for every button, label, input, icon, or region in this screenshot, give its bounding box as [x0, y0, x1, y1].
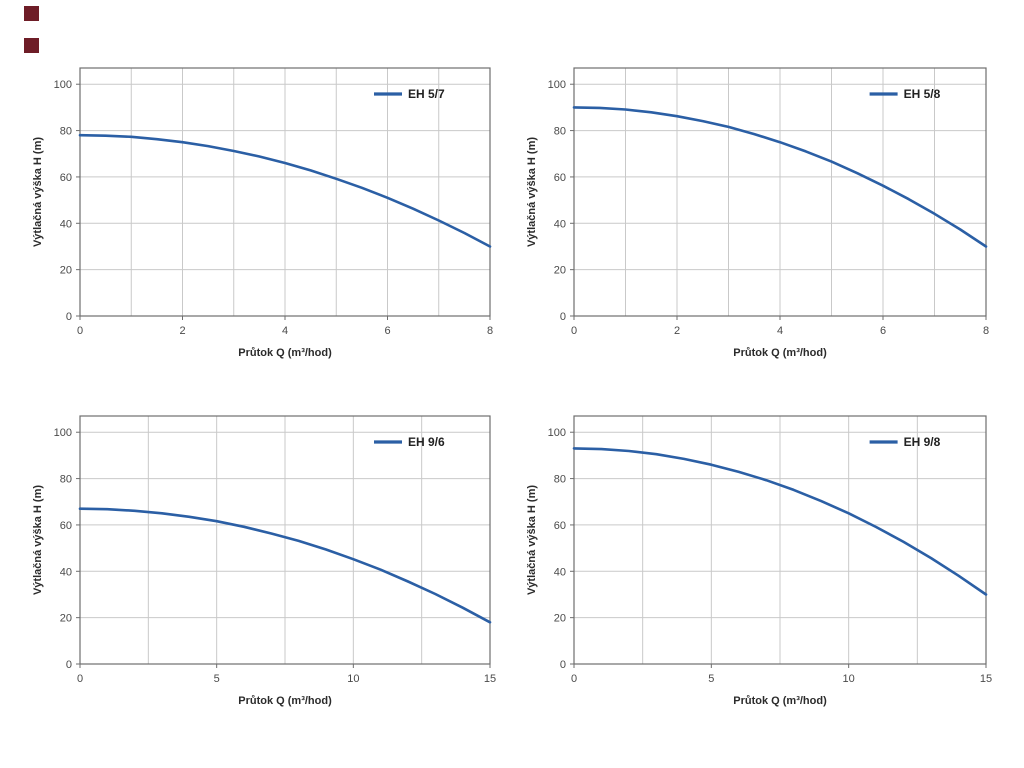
x-tick-label: 0	[77, 325, 83, 337]
y-tick-label: 60	[554, 172, 566, 184]
y-tick-label: 0	[560, 311, 566, 323]
y-tick-label: 80	[60, 474, 72, 486]
chart-svg: 0 5 10 15 0 20 40 60 80 100 Průtok Q (m³/hod) Výtla…	[526, 415, 992, 707]
y-tick-label: 20	[60, 613, 72, 625]
y-tick-label: 20	[554, 613, 566, 625]
x-tick-label: 6	[384, 325, 390, 337]
pump-curve-chart-eh-9-6: 0 5 10 15 0 20 40 60 80 100 Průtok Q (m³/hod) Výtla…	[28, 398, 502, 716]
y-tick-label: 60	[60, 172, 72, 184]
x-tick-label: 0	[571, 673, 577, 685]
x-tick-label: 5	[214, 673, 220, 685]
pump-curve-chart-eh-5-8: 0 2 4 6 8 0 20 40 60 80 100 Průtok Q (m³/hod) Výtlač…	[522, 50, 998, 368]
y-tick-label: 40	[60, 218, 72, 230]
y-tick-label: 60	[60, 520, 72, 532]
x-tick-label: 4	[777, 325, 783, 337]
legend-label: EH 5/7	[408, 87, 445, 101]
x-tick-label: 5	[708, 673, 714, 685]
x-axis-title: Průtok Q (m³/hod)	[733, 347, 827, 359]
y-tick-label: 100	[54, 427, 72, 439]
pump-curve	[78, 133, 492, 248]
y-axis-title: Výtlačná výška H (m)	[32, 137, 44, 247]
x-tick-label: 2	[674, 325, 680, 337]
x-tick-label: 15	[980, 673, 992, 685]
x-tick-label: 0	[571, 325, 577, 337]
x-tick-label: 2	[179, 325, 185, 337]
x-tick-label: 10	[843, 673, 855, 685]
y-tick-label: 100	[548, 427, 566, 439]
x-tick-label: 0	[77, 673, 83, 685]
legend-label: EH 9/8	[904, 435, 941, 449]
y-tick-label: 20	[60, 265, 72, 277]
legend-label: EH 5/8	[904, 87, 941, 101]
y-tick-label: 100	[548, 79, 566, 91]
logo-mark-bottom	[24, 38, 39, 53]
y-tick-label: 100	[54, 79, 72, 91]
pump-curve	[572, 447, 988, 596]
x-tick-label: 6	[880, 325, 886, 337]
y-tick-label: 20	[554, 265, 566, 277]
legend-label: EH 9/6	[408, 435, 445, 449]
pump-curve-chart-eh-9-8: 0 5 10 15 0 20 40 60 80 100 Průtok Q (m³/hod) Výtla…	[522, 398, 998, 716]
x-axis-title: Průtok Q (m³/hod)	[238, 695, 332, 707]
x-tick-label: 8	[983, 325, 989, 337]
pump-curve	[78, 507, 492, 624]
y-tick-label: 80	[60, 126, 72, 138]
logo-mark-top	[24, 6, 39, 21]
y-tick-label: 80	[554, 474, 566, 486]
x-tick-label: 10	[347, 673, 359, 685]
y-tick-label: 40	[60, 566, 72, 578]
x-tick-label: 8	[487, 325, 493, 337]
y-tick-label: 40	[554, 566, 566, 578]
chart-svg: 0 5 10 15 0 20 40 60 80 100 Průtok Q (m³/hod) Výtla…	[32, 415, 496, 707]
plot-border	[573, 415, 987, 665]
x-tick-label: 4	[282, 325, 288, 337]
y-axis-title: Výtlačná výška H (m)	[526, 485, 538, 595]
y-tick-label: 0	[560, 659, 566, 671]
y-tick-label: 80	[554, 126, 566, 138]
y-axis-title: Výtlačná výška H (m)	[32, 485, 44, 595]
x-tick-label: 15	[484, 673, 496, 685]
pump-curve	[572, 106, 988, 248]
plot-border	[79, 415, 491, 665]
x-axis-title: Průtok Q (m³/hod)	[733, 695, 827, 707]
x-axis-title: Průtok Q (m³/hod)	[238, 347, 332, 359]
pump-curve-chart-eh-5-7: 0 2 4 6 8 0 20 40 60 80 100 Průtok Q (m³/hod) Výtlač…	[28, 50, 502, 368]
y-tick-label: 60	[554, 520, 566, 532]
y-tick-label: 0	[66, 311, 72, 323]
y-tick-label: 0	[66, 659, 72, 671]
y-axis-title: Výtlačná výška H (m)	[526, 137, 538, 247]
y-tick-label: 40	[554, 218, 566, 230]
